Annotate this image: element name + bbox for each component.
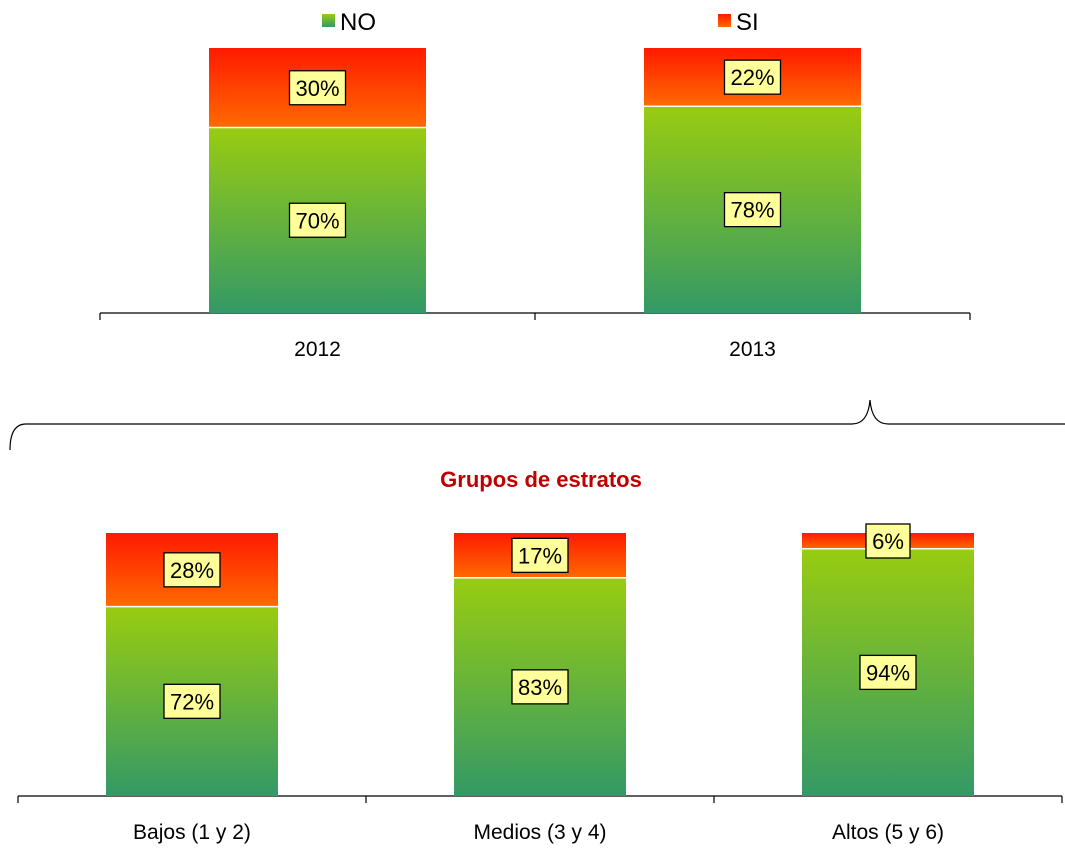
data-label-si-group: 30% [288, 70, 347, 106]
legend-label-si: SI [736, 9, 759, 36]
x-tick-label: Medios (3 y 4) [473, 821, 606, 844]
data-label-no: 72% [170, 689, 214, 714]
data-label-no-group: 83% [511, 669, 569, 705]
data-label-no-group: 94% [859, 654, 917, 691]
bar-stack: 94% 6% [802, 523, 974, 796]
data-label-si-group: 28% [163, 552, 221, 588]
data-label-no-group: 78% [723, 191, 782, 228]
legend: NO SI [322, 9, 759, 36]
x-tick-label: Altos (5 y 6) [832, 821, 944, 844]
data-label-no-box [511, 669, 569, 705]
x-tick-label: 2013 [729, 338, 776, 361]
x-tick-label: Bajos (1 y 2) [133, 821, 251, 844]
legend-swatch-si [718, 14, 731, 27]
data-label-no-box [288, 202, 347, 238]
group-title: Grupos de estratos [440, 467, 642, 492]
data-label-si-box [511, 537, 569, 574]
data-label-si: 17% [518, 543, 562, 568]
legend-swatch-no [322, 14, 335, 27]
legend-item-si: SI [718, 9, 759, 36]
data-label-si-box [288, 70, 347, 106]
legend-item-no: NO [322, 9, 376, 36]
group-brace [9, 399, 1065, 451]
chart-top: 70% 30% 2012 78% 22% 2013 [99, 48, 971, 361]
data-label-si-box [865, 523, 911, 559]
data-label-si: 30% [295, 76, 339, 101]
data-label-si-group: 22% [723, 59, 782, 95]
data-label-no-group: 72% [163, 683, 221, 719]
bar-stack: 72% 28% [106, 533, 278, 796]
data-label-si-group: 17% [511, 537, 569, 574]
data-label-si: 22% [730, 65, 774, 90]
data-label-no: 94% [866, 660, 910, 685]
data-label-no-group: 70% [288, 202, 347, 238]
bar-stack: 78% 22% [644, 48, 861, 313]
bar-stack: 70% 30% [209, 48, 426, 313]
chart-bottom: 72% 28% Bajos (1 y 2) 83% 17% Medios (3 y 4) 9… [17, 523, 1063, 844]
data-label-no: 83% [518, 675, 562, 700]
data-label-no-box [163, 683, 221, 719]
data-label-si-box [163, 552, 221, 588]
data-label-si: 6% [872, 529, 904, 554]
bar-stack: 83% 17% [454, 533, 626, 796]
data-label-no-box [723, 191, 782, 228]
data-label-si: 28% [170, 558, 214, 583]
data-label-si-box [723, 59, 782, 95]
data-label-si-group: 6% [865, 523, 911, 559]
legend-label-no: NO [340, 9, 376, 36]
data-label-no: 78% [730, 198, 774, 223]
data-label-no-box [859, 654, 917, 691]
data-label-no: 70% [295, 208, 339, 233]
x-tick-label: 2012 [294, 338, 341, 361]
